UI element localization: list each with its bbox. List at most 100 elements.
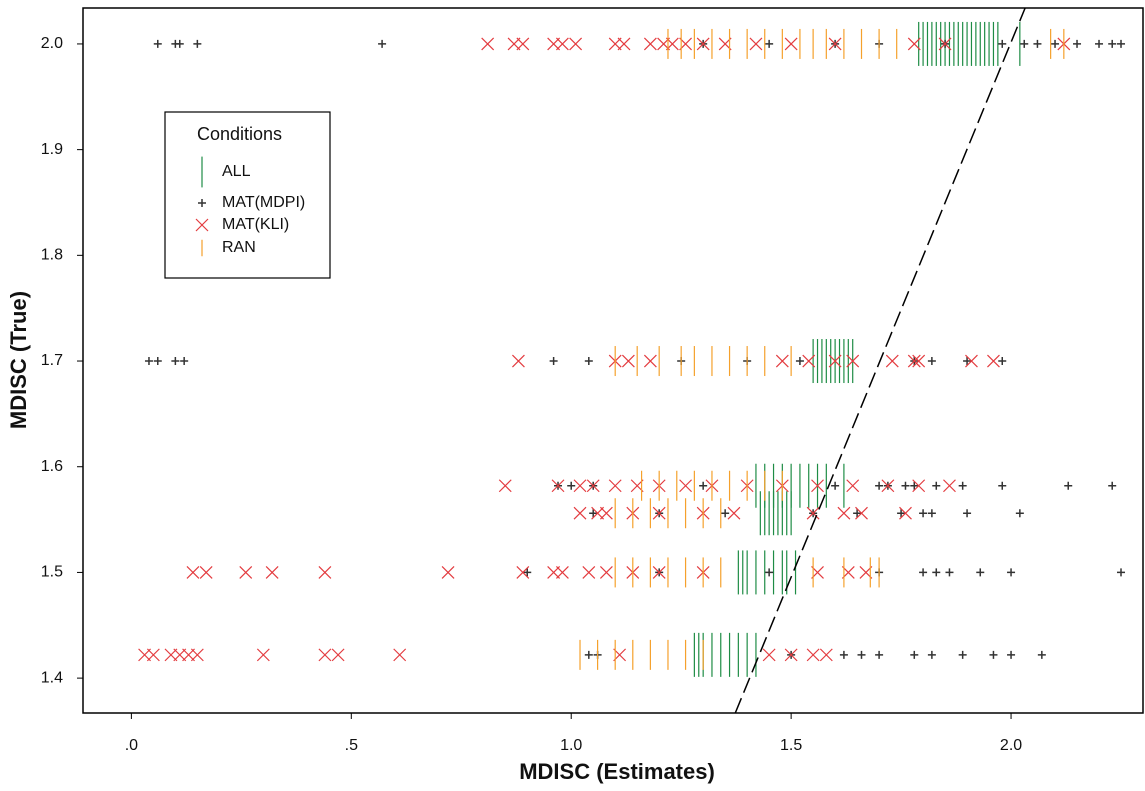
point [907, 37, 921, 51]
point [806, 506, 820, 520]
point [963, 357, 972, 366]
point [599, 506, 613, 520]
y-tick-label: 1.7 [41, 352, 63, 369]
point [989, 650, 998, 659]
point [727, 506, 741, 520]
point [1037, 650, 1046, 659]
legend-marker [195, 218, 209, 232]
point [943, 479, 956, 493]
legend-marker [198, 199, 206, 207]
plot-frame [82, 7, 1144, 714]
point [1020, 39, 1029, 48]
point [256, 648, 270, 662]
point [551, 479, 565, 493]
point [919, 568, 928, 577]
point [775, 354, 789, 368]
point [837, 506, 851, 520]
point [481, 37, 495, 51]
point [857, 650, 866, 659]
point [987, 354, 1000, 368]
point [175, 39, 184, 48]
point [828, 37, 842, 51]
point [393, 648, 407, 662]
point [549, 357, 558, 366]
point [153, 39, 162, 48]
point [998, 39, 1007, 48]
point [875, 481, 884, 490]
point [881, 479, 895, 493]
point [265, 565, 279, 579]
point [976, 568, 985, 577]
x-tick-label: 2.0 [1000, 737, 1022, 754]
point [180, 357, 189, 366]
point [958, 650, 967, 659]
y-tick-label: 1.9 [41, 141, 63, 158]
point [199, 565, 213, 579]
point [853, 509, 862, 518]
y-tick-label: 1.8 [41, 247, 63, 264]
x-tick-label: 1.0 [560, 737, 582, 754]
legend-label: RAN [222, 239, 256, 256]
point [1033, 39, 1042, 48]
point [932, 568, 941, 577]
point [907, 354, 921, 368]
point [1117, 39, 1126, 48]
point [441, 565, 455, 579]
point [1051, 39, 1060, 48]
y-tick-label: 2.0 [41, 35, 63, 52]
point [643, 37, 657, 51]
point [696, 37, 710, 51]
point [927, 509, 936, 518]
point [679, 479, 692, 493]
legend: Conditions ALL MAT(MDPI) MAT(KLI) RAN [164, 111, 331, 279]
point [828, 354, 842, 368]
point [331, 648, 345, 662]
point [855, 506, 868, 520]
point [846, 354, 860, 368]
point [919, 509, 928, 518]
point [193, 39, 202, 48]
legend-box [164, 111, 331, 279]
point [795, 357, 804, 366]
point [912, 354, 926, 368]
point [784, 37, 798, 51]
point [1095, 39, 1104, 48]
point [573, 506, 587, 520]
point [932, 481, 941, 490]
x-tick-label: 1.5 [780, 737, 802, 754]
y-tick-label: 1.6 [41, 458, 63, 475]
point [582, 565, 596, 579]
point [765, 39, 774, 48]
point [190, 648, 204, 662]
point [927, 650, 936, 659]
point [901, 481, 910, 490]
point [875, 650, 884, 659]
point [153, 357, 162, 366]
point [910, 481, 919, 490]
point [998, 481, 1007, 490]
point [652, 506, 666, 520]
legend-title: Conditions [197, 124, 282, 144]
point [1015, 509, 1024, 518]
legend-label: MAT(MDPI) [222, 194, 305, 211]
y-tick-label: 1.5 [41, 564, 63, 581]
point [721, 509, 730, 518]
point [146, 648, 160, 662]
point [899, 506, 912, 520]
point [910, 650, 919, 659]
point [378, 39, 387, 48]
point [938, 37, 952, 51]
point [1117, 568, 1126, 577]
point [811, 479, 824, 493]
point [819, 648, 833, 662]
point [762, 648, 776, 662]
point [784, 648, 798, 662]
point [186, 565, 200, 579]
point [945, 568, 954, 577]
point [1108, 481, 1117, 490]
y-tick-label: 1.4 [41, 669, 63, 686]
point [765, 568, 774, 577]
point [1064, 481, 1073, 490]
